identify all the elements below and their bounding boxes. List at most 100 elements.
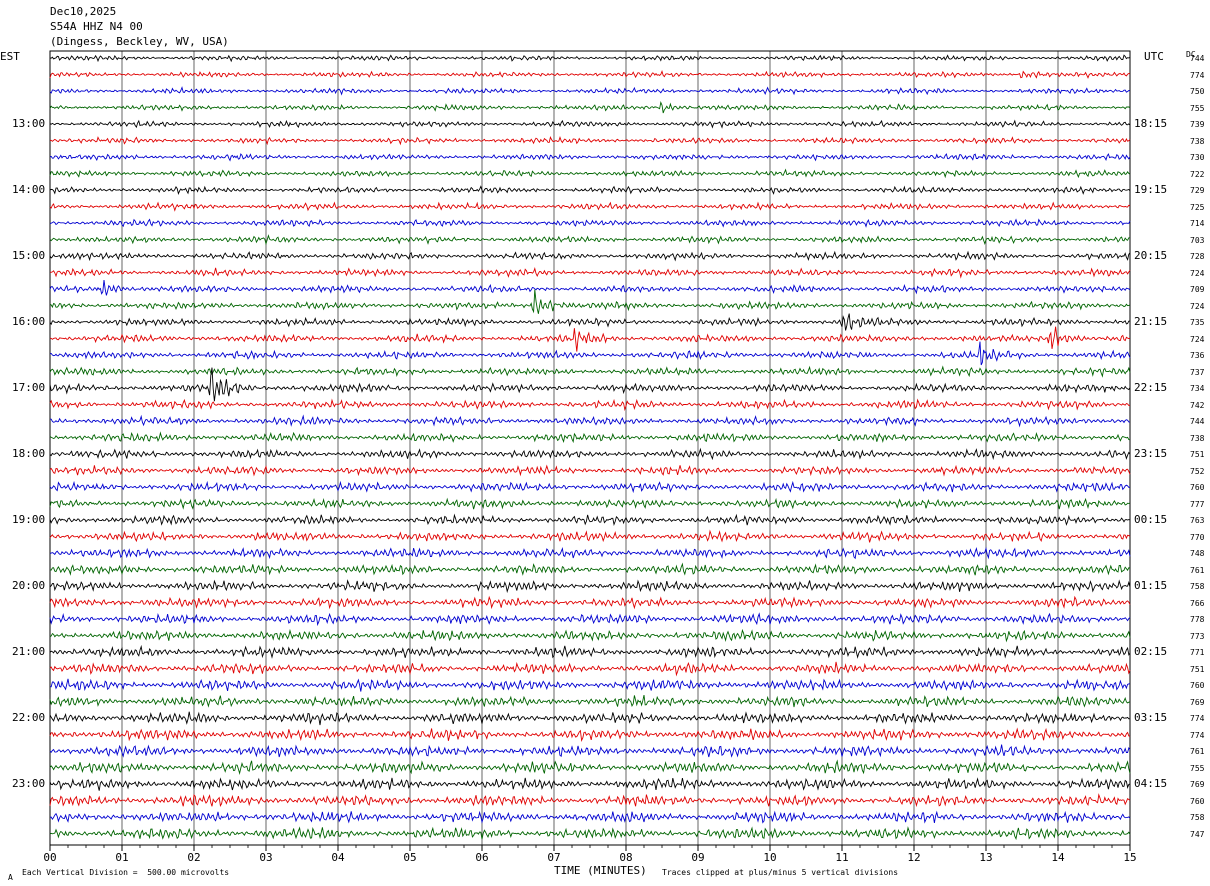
- seismic-trace: [49, 431, 1131, 444]
- dc-offset-label: 777: [1190, 499, 1205, 509]
- left-hour-label: 15:00: [12, 249, 46, 262]
- seismic-trace: [49, 136, 1131, 146]
- dc-offset-label: 724: [1190, 301, 1205, 311]
- chart-date: Dec10,2025: [50, 5, 117, 18]
- dc-offset-label: 761: [1190, 565, 1205, 575]
- dc-offset-label: 728: [1190, 252, 1205, 261]
- left-hour-label: 14:00: [12, 183, 46, 196]
- seismic-trace: [49, 595, 1131, 610]
- dc-offset-label: 737: [1190, 367, 1205, 377]
- clip-note: Traces clipped at plus/minus 5 vertical …: [662, 868, 899, 877]
- seismic-trace: [49, 280, 1131, 296]
- dc-offset-label: 770: [1190, 532, 1205, 542]
- dc-offset-label: 724: [1190, 334, 1205, 344]
- x-tick-label: 05: [403, 851, 417, 864]
- dc-offset-label: 744: [1190, 417, 1205, 426]
- right-hour-label: 21:15: [1134, 315, 1168, 328]
- dc-offset-label: 738: [1190, 433, 1205, 443]
- seismic-trace: [49, 313, 1131, 331]
- seismic-trace: [49, 101, 1131, 114]
- dc-offset-label: 771: [1190, 648, 1205, 657]
- dc-offset-label: 735: [1190, 318, 1205, 327]
- dc-offset-label: 725: [1190, 202, 1205, 212]
- seismic-trace: [49, 546, 1131, 560]
- dc-offset-label: 760: [1190, 483, 1205, 492]
- left-hour-label: 19:00: [12, 513, 46, 526]
- dc-offset-label: 763: [1190, 516, 1205, 525]
- dc-label: DC: [1186, 50, 1196, 59]
- dc-offset-label: 760: [1190, 796, 1205, 806]
- seismic-trace: [49, 398, 1131, 412]
- dc-offset-label: 748: [1190, 549, 1205, 558]
- seismic-trace: [49, 250, 1131, 262]
- right-hour-label: 03:15: [1134, 711, 1168, 724]
- x-axis-title: TIME (MINUTES): [554, 864, 647, 877]
- dc-offset-label: 739: [1190, 120, 1205, 129]
- dc-offset-label: 751: [1190, 450, 1205, 459]
- plot-frame: [49, 50, 1131, 846]
- dc-offset-label: 761: [1190, 747, 1205, 756]
- seismic-trace: [49, 234, 1130, 246]
- left-hour-label: 18:00: [12, 447, 46, 460]
- seismic-trace: [49, 759, 1131, 775]
- left-hour-label: 13:00: [12, 117, 46, 130]
- dc-offset-label: 755: [1190, 103, 1205, 113]
- x-tick-label: 15: [1123, 851, 1137, 864]
- seismic-trace: [49, 612, 1131, 627]
- dc-offset-label: 709: [1190, 285, 1205, 294]
- seismic-trace: [49, 579, 1131, 594]
- dc-offset-label: 774: [1190, 70, 1205, 80]
- seismic-trace: [49, 341, 1131, 366]
- right-hour-label: 02:15: [1134, 645, 1168, 658]
- seismic-trace: [49, 168, 1131, 179]
- seismic-trace: [49, 365, 1131, 378]
- dc-offset-label: 734: [1190, 384, 1205, 393]
- seismic-trace: [49, 367, 1131, 402]
- right-hour-label: 04:15: [1134, 777, 1168, 790]
- dc-offset-label: 730: [1190, 153, 1205, 162]
- x-tick-label: 14: [1051, 851, 1065, 864]
- seismic-trace: [49, 777, 1131, 791]
- left-hour-label: 23:00: [12, 777, 46, 790]
- seismic-trace: [49, 529, 1131, 543]
- dc-offset-label: 744: [1190, 54, 1205, 63]
- dc-offset-label: 778: [1190, 615, 1205, 624]
- seismic-trace: [49, 218, 1131, 228]
- dc-offset-label: 750: [1190, 87, 1205, 96]
- dc-offset-label: 751: [1190, 664, 1205, 674]
- seismic-trace: [49, 644, 1131, 659]
- x-tick-label: 10: [763, 851, 777, 864]
- seismic-trace: [49, 70, 1131, 79]
- seismic-trace: [49, 54, 1131, 63]
- left-timezone-label: EST: [0, 50, 20, 63]
- x-tick-label: 11: [835, 851, 849, 864]
- seismic-trace: [49, 744, 1131, 758]
- seismic-trace: [49, 628, 1131, 643]
- dc-offset-label: 760: [1190, 681, 1205, 690]
- dc-offset-label: 766: [1190, 598, 1205, 608]
- seismic-trace: [49, 185, 1131, 195]
- seismic-trace: [49, 414, 1131, 428]
- seismic-trace: [49, 711, 1130, 726]
- right-hour-label: 18:15: [1134, 117, 1168, 130]
- seismic-trace: [49, 153, 1131, 162]
- dc-offset-label: 736: [1190, 351, 1205, 360]
- seismic-trace: [49, 289, 1131, 314]
- seismic-trace: [49, 513, 1131, 526]
- right-hour-label: 01:15: [1134, 579, 1168, 592]
- dc-offset-label: 742: [1190, 400, 1205, 410]
- dc-offset-label: 738: [1190, 136, 1205, 146]
- dc-offset-label: 758: [1190, 813, 1205, 822]
- dc-offset-label: 774: [1190, 714, 1205, 723]
- seismic-trace: [49, 678, 1131, 692]
- right-timezone-label: UTC: [1144, 50, 1164, 63]
- seismic-trace: [49, 793, 1131, 808]
- dc-offset-label: 747: [1190, 829, 1205, 839]
- x-tick-label: 03: [259, 851, 273, 864]
- seismic-trace: [49, 464, 1131, 477]
- x-tick-label: 08: [619, 851, 633, 864]
- dc-offset-label: 773: [1190, 631, 1205, 641]
- right-hour-label: 22:15: [1134, 381, 1168, 394]
- dc-offset-label: 752: [1190, 466, 1205, 476]
- seismic-trace: [49, 695, 1131, 708]
